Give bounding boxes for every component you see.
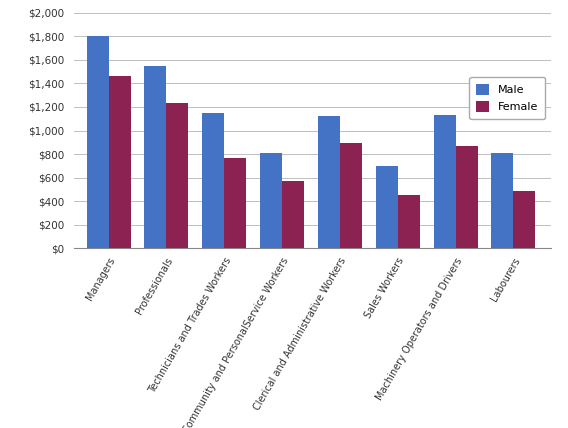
Legend: Male, Female: Male, Female <box>470 77 545 119</box>
Bar <box>86 36 108 248</box>
Bar <box>433 115 456 248</box>
Bar <box>166 104 189 248</box>
Bar <box>282 181 304 248</box>
Bar <box>260 153 282 248</box>
Bar <box>491 153 513 248</box>
Bar <box>398 195 420 248</box>
Bar <box>224 158 246 248</box>
Bar <box>318 116 340 248</box>
Bar <box>144 66 166 248</box>
Bar <box>456 146 478 248</box>
Bar <box>108 77 131 248</box>
Bar <box>202 113 224 248</box>
Bar <box>375 166 398 248</box>
Bar <box>340 143 362 248</box>
Bar <box>513 190 536 248</box>
